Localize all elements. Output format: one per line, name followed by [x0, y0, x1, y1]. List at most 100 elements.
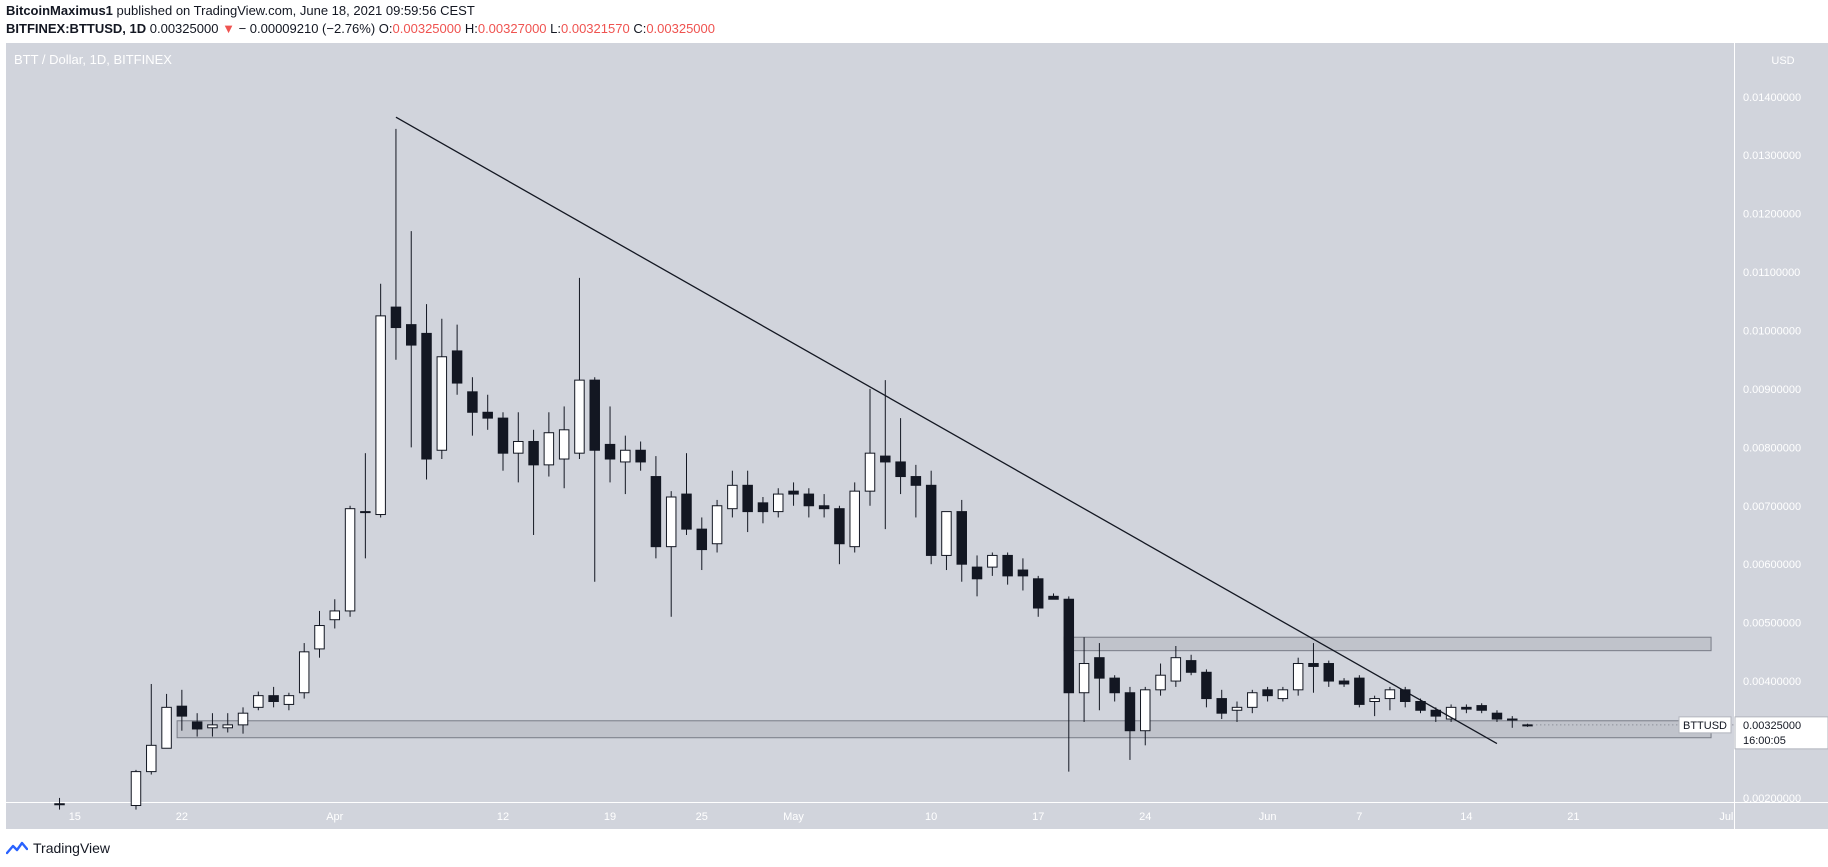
close-value: 0.00325000 [646, 21, 715, 36]
candle-up [314, 625, 325, 650]
candle-up [1522, 724, 1533, 727]
candle-down [1109, 677, 1120, 694]
y-tick-label: 0.01000000 [1743, 325, 1801, 337]
symbol-label: BITFINEX:BTTUSD, 1D [6, 21, 147, 36]
candle-up [941, 511, 952, 556]
candle-down [176, 705, 188, 717]
candle-down [1399, 689, 1411, 703]
candle-up [54, 803, 65, 806]
candle-down [1507, 718, 1518, 721]
y-tick-label: 0.01300000 [1743, 150, 1801, 162]
candle-up [1247, 692, 1258, 708]
candle-down [696, 528, 708, 551]
candle-down [1491, 712, 1503, 720]
price-axis [1734, 43, 1828, 802]
candle-down [1216, 698, 1227, 714]
bar-countdown: 16:00:05 [1743, 735, 1786, 747]
candle-down [1017, 569, 1029, 577]
brand-name[interactable]: TradingView [33, 840, 111, 856]
x-tick-label: 17 [1032, 811, 1044, 823]
candle-down [1476, 705, 1487, 711]
symbol-line: BITFINEX:BTTUSD, 1D 0.00325000 ▼ − 0.000… [6, 21, 715, 36]
candle-down [1124, 692, 1136, 732]
candle-up [773, 493, 784, 513]
x-tick-label: 24 [1139, 811, 1151, 823]
x-tick-label: 7 [1356, 811, 1362, 823]
candle-up [1140, 689, 1151, 732]
y-tick-label: 0.00900000 [1743, 384, 1801, 396]
publish-line: BitcoinMaximus1 published on TradingView… [6, 3, 475, 18]
candle-down [1185, 660, 1197, 673]
candle-down [390, 306, 402, 329]
candle-up [1292, 663, 1304, 691]
candle-down [1415, 701, 1426, 711]
last-price: 0.00325000 [149, 21, 219, 36]
candle-down [971, 566, 983, 580]
candle-down [482, 411, 493, 419]
candle-up [161, 706, 172, 749]
published-text: published on TradingView.com, June 18, 2… [116, 3, 475, 18]
candle-down [1094, 657, 1105, 679]
candle-up [146, 744, 157, 773]
candle-down [880, 455, 891, 463]
candle-up [574, 379, 585, 454]
candle-down [528, 440, 539, 466]
candle-up [436, 356, 448, 451]
candle-up [344, 508, 356, 612]
y-tick-label: 0.00600000 [1743, 559, 1801, 571]
candle-down [650, 476, 662, 548]
tradingview-logo-icon [6, 841, 28, 855]
candle-up [987, 554, 998, 568]
candle-down [1201, 671, 1212, 700]
x-tick-label: Jul [1719, 811, 1733, 823]
candle-up [711, 505, 723, 545]
candle-up [513, 440, 524, 454]
y-tick-label: 0.01400000 [1743, 92, 1801, 104]
candle-up [727, 484, 738, 510]
author-name[interactable]: BitcoinMaximus1 [6, 3, 113, 18]
axis-corner [1734, 802, 1828, 829]
candle-down [268, 695, 279, 703]
open-label: O: [378, 21, 393, 36]
candle-up [1369, 698, 1380, 703]
candle-down [742, 484, 753, 513]
candle-up [1078, 663, 1090, 694]
currency-label: USD [1771, 55, 1794, 67]
y-tick-label: 0.01200000 [1743, 209, 1801, 221]
time-axis [6, 802, 1734, 829]
x-tick-label: 25 [696, 811, 708, 823]
candle-down [1430, 709, 1442, 717]
candle-up [375, 315, 386, 516]
symbol-tag: BTTUSD [1683, 720, 1727, 732]
support-resistance-zone [1063, 636, 1712, 652]
candle-up [558, 429, 570, 460]
price-change: − 0.00009210 (−2.76%) [238, 21, 376, 36]
candle-down [635, 449, 646, 463]
candle-down [925, 484, 937, 556]
candle-up [360, 511, 371, 514]
high-label: H: [464, 21, 478, 36]
candle-down [1262, 689, 1273, 697]
candle-up [283, 695, 295, 705]
candle-down [191, 721, 203, 730]
candle-down [1063, 598, 1075, 694]
candle-down [803, 493, 815, 507]
x-tick-label: May [783, 811, 804, 823]
price-chart[interactable]: BTT / Dollar, 1D, BITFINEX USD 0.01400000 0… [0, 43, 1828, 834]
x-tick-label: 10 [925, 811, 937, 823]
down-arrow-icon: ▼ [222, 21, 235, 36]
price-tag-value: 0.00325000 [1743, 720, 1801, 732]
candle-up [1231, 706, 1243, 711]
x-tick-label: 12 [497, 811, 509, 823]
candle-down [589, 379, 600, 451]
close-label: C: [633, 21, 647, 36]
x-tick-label: 19 [604, 811, 616, 823]
x-tick-label: Apr [326, 811, 343, 823]
candle-down [956, 511, 967, 565]
candle-down [421, 332, 432, 460]
candle-down [467, 391, 478, 413]
x-tick-label: 21 [1567, 811, 1579, 823]
y-tick-label: 0.01100000 [1743, 267, 1800, 279]
candle-down [451, 350, 463, 384]
price-tag-box [1734, 716, 1828, 750]
